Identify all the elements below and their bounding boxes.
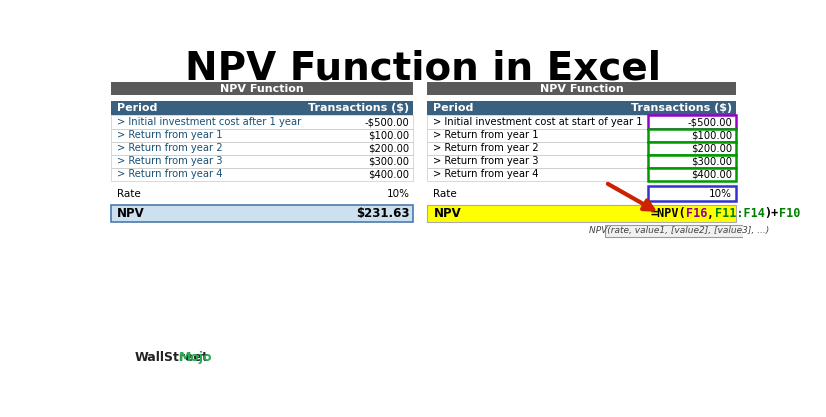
- Text: )+: )+: [764, 207, 779, 220]
- Bar: [427, 116, 736, 128]
- Text: > Return from year 2: > Return from year 2: [117, 143, 223, 153]
- Bar: [111, 83, 413, 95]
- Text: =NPV(: =NPV(: [650, 207, 686, 220]
- Bar: [427, 155, 736, 168]
- Text: $400.00: $400.00: [691, 169, 732, 179]
- Bar: [111, 128, 413, 142]
- Text: F16: F16: [686, 207, 707, 220]
- Text: NPV(rate, value1, [value2], [value3], ...): NPV(rate, value1, [value2], [value3], ..…: [589, 226, 769, 236]
- Text: > Return from year 4: > Return from year 4: [117, 169, 223, 179]
- Bar: [605, 225, 752, 237]
- Text: > Return from year 3: > Return from year 3: [434, 156, 539, 166]
- Text: ,: ,: [707, 207, 714, 220]
- Bar: [648, 155, 736, 168]
- Text: $231.63: $231.63: [356, 207, 410, 220]
- Text: > Initial investment cost at start of year 1: > Initial investment cost at start of ye…: [434, 117, 643, 127]
- Text: Transactions ($): Transactions ($): [308, 103, 410, 113]
- Bar: [427, 205, 736, 222]
- Bar: [427, 186, 648, 201]
- Text: NPV Function: NPV Function: [539, 84, 624, 94]
- Bar: [648, 142, 736, 155]
- Text: > Return from year 1: > Return from year 1: [117, 130, 223, 140]
- Text: -$500.00: -$500.00: [364, 117, 410, 127]
- Bar: [648, 168, 736, 181]
- Bar: [111, 116, 413, 128]
- Bar: [427, 168, 736, 181]
- Bar: [111, 155, 413, 168]
- Bar: [427, 83, 736, 95]
- Bar: [111, 101, 413, 116]
- Text: Rate: Rate: [434, 188, 457, 198]
- Text: Period: Period: [117, 103, 158, 113]
- Text: F11:F14: F11:F14: [714, 207, 764, 220]
- Text: > Return from year 2: > Return from year 2: [434, 143, 539, 153]
- Text: WallStreet: WallStreet: [135, 351, 208, 364]
- Text: NPV Function in Excel: NPV Function in Excel: [185, 50, 662, 88]
- Bar: [111, 168, 413, 181]
- Bar: [648, 186, 736, 201]
- Text: NPV: NPV: [434, 207, 461, 220]
- Text: > Initial investment cost after 1 year: > Initial investment cost after 1 year: [117, 117, 301, 127]
- Text: F10: F10: [779, 207, 800, 220]
- Bar: [111, 142, 413, 155]
- Text: > Return from year 3: > Return from year 3: [117, 156, 223, 166]
- Bar: [427, 101, 736, 116]
- Text: > Return from year 4: > Return from year 4: [434, 169, 539, 179]
- Text: NPV Function: NPV Function: [221, 84, 304, 94]
- Text: Transactions ($): Transactions ($): [630, 103, 732, 113]
- Text: $200.00: $200.00: [691, 143, 732, 153]
- Text: Period: Period: [434, 103, 474, 113]
- Text: -$500.00: -$500.00: [687, 117, 732, 127]
- Text: $300.00: $300.00: [368, 156, 410, 166]
- Bar: [111, 186, 413, 201]
- Text: Rate: Rate: [117, 188, 141, 198]
- Text: $300.00: $300.00: [691, 156, 732, 166]
- Text: $100.00: $100.00: [368, 130, 410, 140]
- Bar: [111, 205, 413, 222]
- Text: 10%: 10%: [387, 188, 410, 198]
- Text: NPV: NPV: [117, 207, 145, 220]
- Text: Mojo: Mojo: [179, 351, 213, 364]
- Text: $200.00: $200.00: [368, 143, 410, 153]
- Text: $400.00: $400.00: [368, 169, 410, 179]
- Bar: [427, 142, 736, 155]
- Bar: [648, 128, 736, 142]
- Bar: [648, 116, 736, 128]
- Text: 10%: 10%: [709, 188, 732, 198]
- Text: $100.00: $100.00: [691, 130, 732, 140]
- Bar: [427, 128, 736, 142]
- Text: > Return from year 1: > Return from year 1: [434, 130, 539, 140]
